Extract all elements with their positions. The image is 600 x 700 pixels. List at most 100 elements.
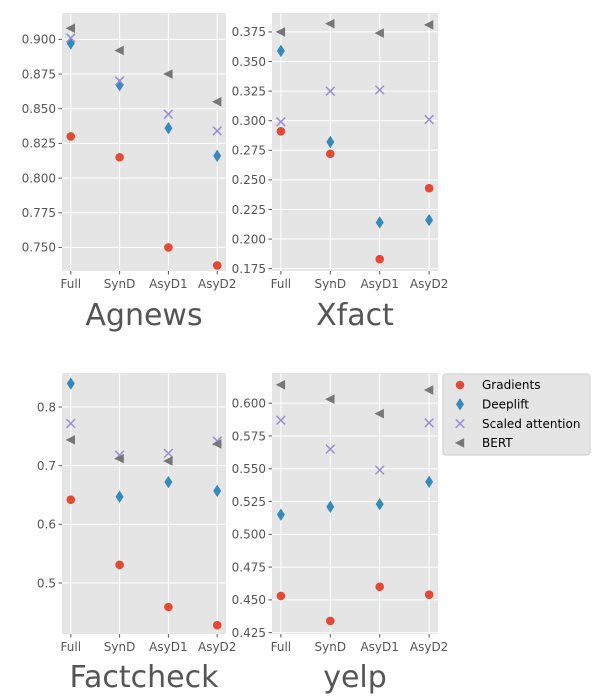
point-scaled-attention-asyd2: [424, 418, 434, 428]
y-tick-label: 0.7: [37, 459, 56, 473]
x-tick-label: SynD: [104, 277, 136, 291]
point-gradients-synd: [115, 152, 124, 162]
plot-area: [272, 13, 438, 271]
point-bert-asyd1: [374, 28, 384, 38]
y-tick-label: 0.225: [232, 203, 266, 217]
point-deeplift-full: [276, 508, 285, 521]
x-tick-label: AsyD1: [149, 277, 187, 291]
panel-title: Factcheck: [70, 660, 220, 695]
point-bert-full: [65, 23, 75, 34]
y-tick-label: 0.250: [232, 173, 266, 187]
point-bert-asyd1: [374, 408, 384, 419]
point-deeplift-synd: [326, 135, 335, 149]
y-tick-label: 0.275: [232, 144, 266, 158]
legend-label-scaled-attention: Scaled attention: [482, 417, 580, 431]
x-tick-label: SynD: [104, 640, 136, 654]
panel-agnews: 0.750 0.775 0.800 0.825 0.850 0.875 0.900 Full S…: [22, 13, 236, 333]
panel-xfact: 0.175 0.200 0.225 0.250 0.275 0.300 0.325 0.350…: [232, 13, 448, 333]
point-gradients-asyd2: [212, 261, 222, 270]
x-tick-label: AsyD1: [149, 640, 187, 654]
point-deeplift-synd: [115, 78, 124, 92]
point-bert-full: [65, 435, 75, 445]
legend-marker-scaled-attention: [455, 418, 465, 429]
y-tick-label: 0.800: [22, 171, 56, 185]
legend-marker-deeplift: [456, 398, 464, 411]
y-tick-label: 0.375: [232, 25, 266, 39]
x-tick-label: AsyD2: [198, 640, 236, 654]
legend-label-gradients: Gradients: [482, 378, 540, 392]
y-tick-label: 0.350: [232, 55, 266, 69]
panel-yelp: 0.425 0.450 0.475 0.500 0.525 0.550 0.575 0.600…: [232, 373, 448, 695]
point-bert-synd: [114, 45, 124, 56]
y-tick-label: 0.575: [232, 429, 266, 443]
y-tick-label: 0.200: [232, 232, 266, 246]
x-tick-label: AsyD1: [360, 277, 398, 291]
x-tick-label: AsyD2: [410, 640, 448, 654]
y-tick-label: 0.825: [22, 137, 56, 151]
point-scaled-attention-asyd1: [374, 465, 385, 475]
point-scaled-attention-full: [276, 117, 286, 127]
point-gradients-full: [276, 591, 286, 601]
point-bert-full: [275, 27, 286, 37]
y-tick-label: 0.425: [232, 626, 266, 640]
y-tick-label: 0.850: [22, 102, 56, 116]
point-scaled-attention-full: [276, 415, 286, 426]
plot-area: [62, 13, 226, 271]
y-tick-label: 0.8: [37, 400, 56, 414]
x-tick-label: SynD: [315, 640, 347, 654]
legend: Gradients Deeplift Scaled attention BERT: [442, 373, 591, 456]
point-bert-synd: [114, 453, 124, 464]
y-tick-label: 0.325: [232, 84, 266, 98]
legend-label-deeplift: Deeplift: [482, 398, 529, 412]
point-gradients-asyd2: [424, 590, 434, 599]
point-gradients-asyd2: [212, 620, 222, 630]
point-scaled-attention-asyd1: [374, 85, 385, 95]
point-bert-synd: [325, 18, 335, 29]
point-bert-asyd2: [212, 96, 222, 107]
point-scaled-attention-asyd2: [212, 126, 223, 136]
x-tick-label: Full: [271, 277, 292, 291]
y-tick-label: 0.6: [37, 518, 56, 532]
x-tick-label: AsyD1: [360, 640, 398, 654]
point-gradients-full: [66, 495, 76, 504]
point-deeplift-asyd2: [213, 484, 222, 498]
y-tick-label: 0.175: [232, 262, 266, 276]
x-tick-label: AsyD2: [410, 277, 448, 291]
x-tick-label: Full: [61, 277, 82, 291]
y-tick-label: 0.875: [22, 67, 56, 81]
point-scaled-attention-synd: [114, 76, 125, 86]
point-deeplift-asyd1: [375, 216, 384, 229]
point-gradients-asyd1: [375, 254, 385, 264]
point-bert-asyd1: [163, 456, 173, 466]
point-gradients-full: [276, 127, 286, 136]
y-tick-label: 0.775: [22, 206, 56, 220]
point-deeplift-asyd2: [425, 475, 434, 489]
panel-factcheck: 0.5 0.6 0.7 0.8 Full SynD AsyD1 AsyD2 Factcheck: [37, 373, 236, 695]
point-scaled-attention-synd: [325, 444, 336, 454]
y-tick-label: 0.300: [232, 114, 266, 128]
y-tick-label: 0.750: [22, 241, 56, 255]
y-tick-label: 0.900: [22, 33, 56, 47]
point-gradients-synd: [325, 149, 335, 159]
legend-frame: [442, 373, 591, 456]
point-deeplift-asyd2: [425, 213, 434, 227]
point-deeplift-full: [276, 44, 285, 58]
point-deeplift-synd: [115, 490, 124, 503]
point-gradients-asyd1: [164, 243, 173, 252]
y-tick-label: 0.5: [37, 576, 56, 590]
panel-title: Agnews: [85, 298, 202, 333]
y-tick-label: 0.475: [232, 560, 266, 574]
point-bert-synd: [325, 394, 335, 405]
point-bert-asyd1: [163, 69, 173, 79]
point-scaled-attention-full: [65, 418, 76, 429]
y-tick-label: 0.500: [232, 528, 266, 542]
legend-marker-gradients: [455, 380, 465, 390]
point-bert-full: [275, 380, 286, 390]
point-bert-asyd2: [212, 439, 222, 449]
x-tick-label: Full: [61, 640, 82, 654]
point-deeplift-asyd1: [164, 475, 173, 489]
y-tick-label: 0.525: [232, 495, 266, 509]
plot-area: [62, 373, 226, 634]
point-bert-asyd2: [423, 20, 434, 30]
